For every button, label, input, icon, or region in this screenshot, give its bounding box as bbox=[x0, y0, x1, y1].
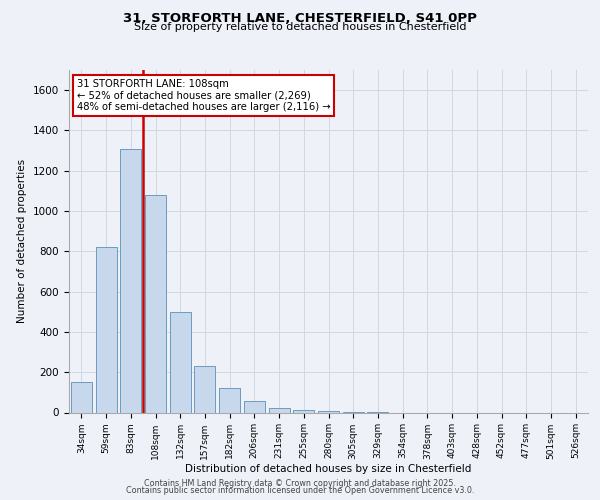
Text: Size of property relative to detached houses in Chesterfield: Size of property relative to detached ho… bbox=[134, 22, 466, 32]
Bar bbox=[145, 195, 166, 412]
Text: Contains HM Land Registry data © Crown copyright and database right 2025.: Contains HM Land Registry data © Crown c… bbox=[144, 478, 456, 488]
Bar bbox=[170, 312, 191, 412]
Text: Contains public sector information licensed under the Open Government Licence v3: Contains public sector information licen… bbox=[126, 486, 474, 495]
Bar bbox=[120, 148, 141, 412]
Bar bbox=[244, 402, 265, 412]
Bar bbox=[71, 382, 92, 412]
X-axis label: Distribution of detached houses by size in Chesterfield: Distribution of detached houses by size … bbox=[185, 464, 472, 474]
Bar bbox=[293, 410, 314, 412]
Text: 31 STORFORTH LANE: 108sqm
← 52% of detached houses are smaller (2,269)
48% of se: 31 STORFORTH LANE: 108sqm ← 52% of detac… bbox=[77, 78, 331, 112]
Text: 31, STORFORTH LANE, CHESTERFIELD, S41 0PP: 31, STORFORTH LANE, CHESTERFIELD, S41 0P… bbox=[123, 12, 477, 26]
Bar bbox=[269, 408, 290, 412]
Bar bbox=[194, 366, 215, 412]
Y-axis label: Number of detached properties: Number of detached properties bbox=[17, 159, 28, 324]
Bar bbox=[219, 388, 240, 412]
Bar bbox=[95, 248, 116, 412]
